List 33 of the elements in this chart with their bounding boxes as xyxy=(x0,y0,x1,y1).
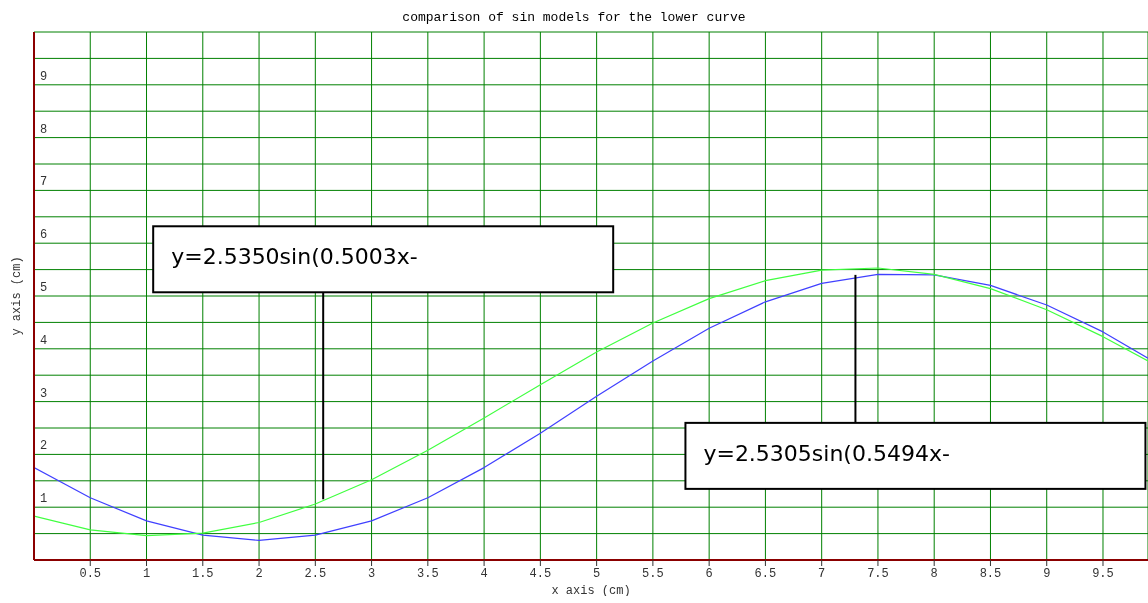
y-tick-label: 9 xyxy=(40,69,48,84)
x-tick-label: 9 xyxy=(1043,566,1051,581)
x-axis-title: x axis (cm) xyxy=(551,584,631,598)
x-tick-label: 3.5 xyxy=(417,566,439,581)
y-axis-title: y axis (cm) xyxy=(10,256,24,336)
y-tick-label: 5 xyxy=(40,281,48,295)
x-tick-label: 5 xyxy=(593,566,601,581)
x-tick-label: 2.5 xyxy=(304,566,327,581)
x-tick-label: 4 xyxy=(480,566,488,581)
chart-title: comparison of sin models for the lower curve xyxy=(401,9,747,27)
x-tick-label: 7 xyxy=(818,566,826,581)
y-tick-label: 1 xyxy=(40,492,48,507)
y-tick-label: 8 xyxy=(40,122,48,137)
x-tick-label: 3 xyxy=(367,566,376,581)
x-tick-label: 4.5 xyxy=(529,566,552,581)
x-tick-label: 9.5 xyxy=(1092,566,1114,581)
x-tick-label: 6 xyxy=(705,566,713,581)
y-tick-label: 7 xyxy=(40,175,48,190)
x-tick-label: 6.5 xyxy=(754,566,777,581)
y-tick-label: 4 xyxy=(40,333,48,348)
x-tick-label: 1.5 xyxy=(191,566,214,581)
y-tick-label: 6 xyxy=(40,228,48,243)
x-tick-label: 5.5 xyxy=(642,566,664,581)
y-tick-label: 2 xyxy=(40,439,48,454)
x-tick-label: 2 xyxy=(255,566,263,581)
x-tick-label: 8 xyxy=(930,566,938,581)
x-tick-label: 7.5 xyxy=(867,566,889,581)
annotation: y=2.5305sin(0.5494x- xyxy=(703,440,950,466)
x-tick-label: 1 xyxy=(142,566,151,581)
x-tick-label: 0.5 xyxy=(79,566,102,581)
x-tick-label: 8.5 xyxy=(979,566,1002,581)
annotation: y=2.5350sin(0.5003x- xyxy=(171,244,418,270)
y-tick-label: 3 xyxy=(40,386,48,401)
